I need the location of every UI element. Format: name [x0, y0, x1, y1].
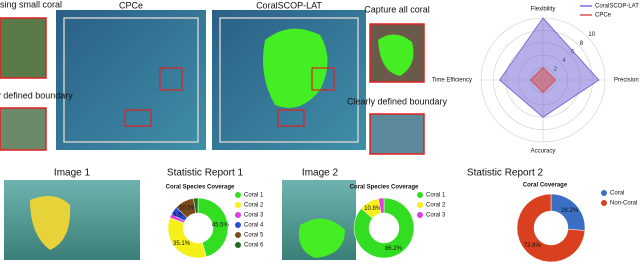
photo-title: CoralSCOP-LAT — [256, 0, 322, 10]
legend-swatch — [235, 192, 241, 198]
legend-swatch — [235, 232, 241, 238]
legend-label: Coral 3 — [426, 213, 446, 219]
annotation: Missing small coral — [0, 0, 62, 9]
r-tick-label: 8 — [580, 41, 584, 47]
highlight-box — [277, 109, 305, 127]
value-label: 10.8% — [364, 206, 382, 212]
axis-label: Accuracy — [531, 149, 556, 155]
photo-title: Image 2 — [302, 168, 339, 179]
legend-swatch — [417, 192, 423, 198]
legend-label: CoralSCOP-LAT — [595, 4, 639, 10]
legend-swatch — [601, 190, 607, 196]
inset-photo — [0, 17, 47, 79]
donut-slice — [193, 197, 199, 214]
photo-cpce — [56, 10, 206, 150]
coral-mask — [378, 34, 414, 76]
value-label: 4.5% — [173, 213, 187, 219]
legend-label: Non-Coral — [610, 201, 637, 207]
annotation: Capture all coral — [364, 4, 430, 14]
axis-label: Precision — [614, 78, 639, 84]
value-label: 10.5% — [179, 206, 197, 212]
legend-label: CPCe — [595, 13, 612, 19]
value-label: 26.2% — [561, 208, 579, 214]
donut-slice — [378, 197, 385, 214]
legend-swatch — [235, 222, 241, 228]
r-tick-label: 10 — [588, 32, 595, 38]
highlight-box — [124, 109, 152, 127]
donut-title: Coral Species Coverage — [166, 185, 235, 191]
report-title: Statistic Report 1 — [167, 168, 244, 179]
photo-title: Image 1 — [54, 168, 91, 179]
legend-label: Coral 5 — [244, 233, 264, 239]
legend-swatch — [417, 212, 423, 218]
coral-mask — [262, 28, 328, 108]
value-label: 35.1% — [173, 241, 191, 247]
legend-swatch — [601, 200, 607, 206]
annotation: Poorly defined boundary — [0, 90, 73, 100]
value-label: 73.8% — [524, 243, 542, 249]
quadrat — [63, 17, 199, 143]
donut-slice — [353, 197, 415, 259]
annotation: Clearly defined boundary — [347, 96, 448, 106]
axis-label: Time Efficiency — [432, 78, 472, 84]
axis-label: Flexibility — [531, 7, 556, 13]
legend-label: Coral 1 — [426, 193, 446, 199]
legend-swatch — [235, 242, 241, 248]
inset-photo — [369, 113, 425, 155]
radar-area — [529, 66, 557, 94]
inset-photo — [0, 107, 47, 151]
legend-label: Coral 1 — [244, 193, 264, 199]
photo-image1 — [4, 180, 140, 260]
donut-title: Coral Species Coverage — [350, 185, 419, 191]
quadrat — [219, 17, 359, 143]
value-label: 86.2% — [385, 246, 403, 252]
report-title: Statistic Report 2 — [467, 168, 544, 179]
radar-area — [498, 17, 600, 118]
coral — [299, 218, 345, 258]
legend-label: Coral — [610, 191, 624, 197]
legend-label: Coral 2 — [426, 203, 446, 209]
legend-swatch — [235, 212, 241, 218]
highlight-box — [311, 67, 335, 91]
donut-title: Coral Coverage — [523, 183, 568, 189]
photo-title: CPCe — [119, 0, 143, 10]
coral — [30, 196, 71, 250]
donut-slice — [516, 193, 586, 263]
legend-label: Coral 3 — [244, 213, 264, 219]
legend-label: Coral 4 — [244, 223, 264, 229]
donut-slice — [197, 197, 229, 258]
value-label: 45.5% — [212, 222, 230, 228]
legend-label: Coral 2 — [244, 203, 264, 209]
legend-label: Coral 6 — [244, 243, 264, 249]
highlight-box — [159, 67, 183, 91]
legend-swatch — [235, 202, 241, 208]
legend-swatch — [417, 202, 423, 208]
